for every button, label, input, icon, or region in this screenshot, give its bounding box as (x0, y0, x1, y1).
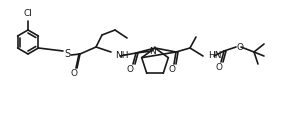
Text: NH: NH (115, 51, 129, 60)
Text: O: O (237, 42, 244, 51)
Text: S: S (64, 49, 70, 58)
Text: O: O (168, 65, 175, 74)
Text: N: N (150, 46, 156, 55)
Text: O: O (70, 69, 77, 78)
Text: ·: · (153, 42, 157, 52)
Text: O: O (216, 63, 223, 72)
Text: HN: HN (208, 51, 221, 60)
Text: O: O (127, 65, 134, 74)
Text: Cl: Cl (24, 9, 32, 18)
Text: ·: · (95, 41, 99, 51)
